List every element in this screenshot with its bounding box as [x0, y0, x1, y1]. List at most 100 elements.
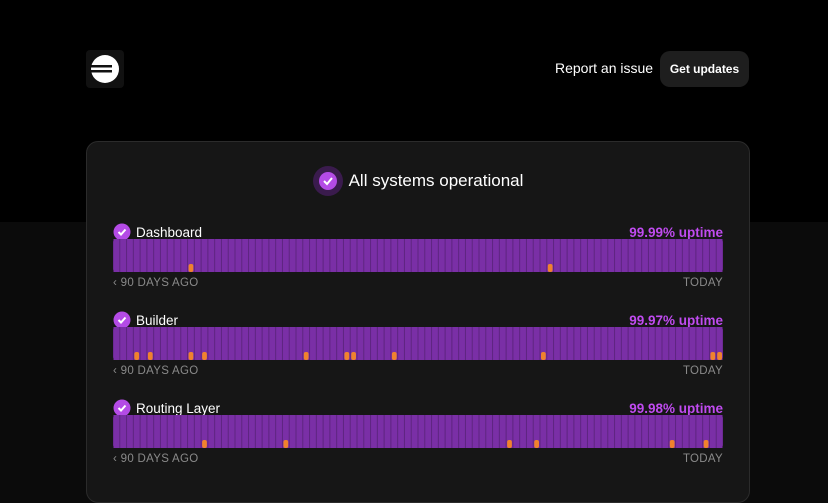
- day-bar: [465, 327, 472, 360]
- day-bar: [648, 415, 655, 448]
- day-bar: [404, 327, 411, 360]
- day-bar: [676, 239, 682, 272]
- day-bar: [167, 327, 174, 360]
- day-bar: [587, 239, 594, 272]
- day-bar: [452, 327, 459, 360]
- day-bar: [716, 415, 723, 448]
- incident: [283, 440, 289, 448]
- day-bar: [676, 327, 682, 360]
- day-bar: [587, 327, 594, 360]
- day-bar: [228, 239, 235, 272]
- day-bar: [425, 415, 432, 448]
- incident: [202, 352, 207, 360]
- day-bar: [113, 327, 120, 360]
- day-bar: [120, 239, 127, 272]
- day-bar: [425, 327, 432, 360]
- day-bar: [316, 415, 323, 448]
- day-bar: [601, 327, 608, 360]
- subscribe-button[interactable]: Get updates: [660, 51, 749, 87]
- day-bar: [404, 239, 411, 272]
- day-bar: [228, 327, 235, 360]
- check-icon: [113, 223, 131, 241]
- day-bar: [188, 327, 194, 360]
- day-bar: [520, 239, 526, 272]
- day-bar: [371, 327, 377, 360]
- day-bar: [567, 239, 574, 272]
- day-bar: [486, 239, 493, 272]
- day-bar: [703, 239, 709, 272]
- day-bar: [289, 415, 296, 448]
- day-bar: [506, 239, 513, 272]
- uptime: 99.97% uptime: [629, 313, 723, 328]
- day-bar: [323, 327, 330, 360]
- day-bar: [567, 415, 574, 448]
- day-bar: [330, 239, 337, 272]
- day-bar: [350, 415, 357, 448]
- day-bar: [648, 239, 655, 272]
- day-bar: [303, 239, 310, 272]
- day-bar: [682, 239, 689, 272]
- incident: [202, 440, 207, 448]
- day-bar: [310, 327, 316, 360]
- uptime: 99.99% uptime: [629, 225, 723, 240]
- day-bar: [635, 327, 642, 360]
- day-bar: [303, 327, 310, 360]
- day-bar: [398, 239, 404, 272]
- day-bar: [547, 327, 554, 360]
- day-bar: [547, 239, 554, 272]
- day-bar: [398, 327, 404, 360]
- day-bar: [208, 415, 215, 448]
- day-bar: [276, 415, 282, 448]
- day-bar: [350, 239, 357, 272]
- day-bar: [249, 327, 255, 360]
- day-bar: [560, 327, 567, 360]
- day-bar: [330, 327, 337, 360]
- day-bar: [249, 415, 255, 448]
- day-bar: [425, 239, 432, 272]
- day-bar: [506, 415, 513, 448]
- day-bar: [194, 415, 201, 448]
- day-bar: [282, 327, 289, 360]
- day-bar: [154, 239, 160, 272]
- day-bar: [120, 415, 127, 448]
- day-bar: [459, 415, 465, 448]
- day-bar: [648, 327, 655, 360]
- day-bar: [581, 239, 587, 272]
- day-bar: [716, 327, 723, 360]
- day-bar: [635, 415, 642, 448]
- day-bar: [357, 239, 364, 272]
- day-bar: [682, 327, 689, 360]
- day-bar: [113, 239, 120, 272]
- day-bar: [242, 415, 249, 448]
- day-bar: [208, 239, 215, 272]
- day-bar: [662, 327, 669, 360]
- day-bar: [709, 327, 716, 360]
- day-bar: [472, 239, 479, 272]
- day-bar: [689, 415, 696, 448]
- day-bar: [235, 239, 242, 272]
- day-bar: [452, 415, 459, 448]
- day-bar: [371, 415, 377, 448]
- day-bar: [642, 327, 648, 360]
- day-bar: [601, 415, 608, 448]
- day-bar: [411, 327, 418, 360]
- day-bar: [391, 327, 398, 360]
- day-bar: [493, 327, 499, 360]
- day-bar: [262, 239, 269, 272]
- day-bar: [432, 415, 438, 448]
- day-bar: [337, 415, 343, 448]
- incident: [717, 352, 722, 360]
- day-bar: [174, 239, 181, 272]
- logo[interactable]: [86, 50, 124, 88]
- day-bar: [140, 239, 147, 272]
- day-bar: [357, 327, 364, 360]
- day-bar: [533, 239, 540, 272]
- day-bar: [323, 239, 330, 272]
- day-bar: [479, 327, 486, 360]
- day-bar: [587, 415, 594, 448]
- day-bar: [703, 327, 709, 360]
- day-bar: [140, 327, 147, 360]
- nav-link[interactable]: Report an issue: [555, 60, 654, 76]
- component-name: Routing Layer: [136, 401, 221, 416]
- day-bar: [676, 415, 682, 448]
